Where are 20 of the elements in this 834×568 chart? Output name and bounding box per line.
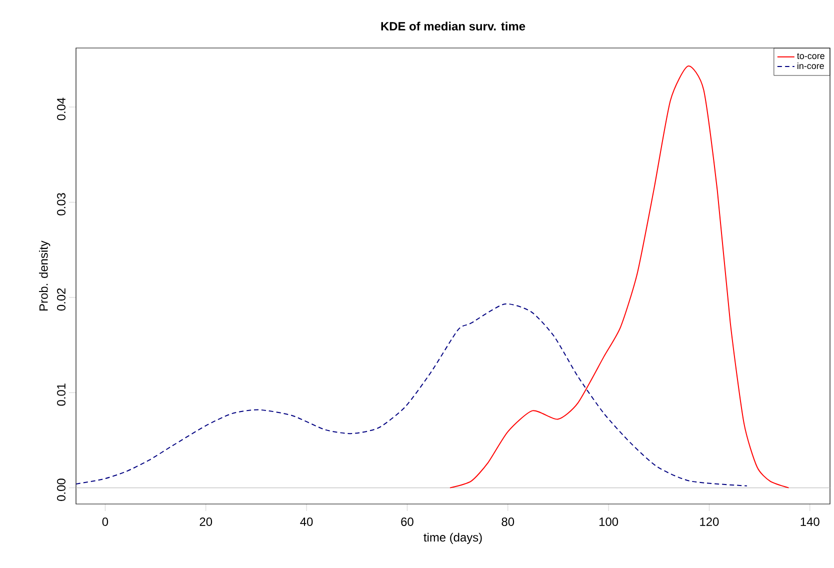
x-tick-label: 140 [800,518,820,526]
x-tick-label: 0 [102,518,108,526]
y-tick-label: 0.02 [57,288,66,311]
x-tick-label: 20 [200,518,212,526]
x-tick-label: 80 [502,518,514,526]
y-tick-label: 0.00 [57,478,66,501]
x-tick-label: 120 [700,518,719,526]
x-tick-label: 100 [599,518,618,526]
legend-label: to-core [797,53,824,60]
y-tick-label: 0.01 [57,384,66,406]
x-axis-title: time (days) [424,532,482,544]
y-tick-label: 0.03 [57,193,66,216]
line-series [449,66,790,488]
legend-label: in-core [798,62,824,70]
line-series [76,304,748,486]
y-tick-label: 0.04 [57,98,66,120]
x-tick-label: 60 [401,518,414,526]
chart-title: KDE of median surv. time [381,22,526,30]
y-axis-title: Prob. density [39,240,50,310]
x-tick-label: 40 [300,518,313,526]
